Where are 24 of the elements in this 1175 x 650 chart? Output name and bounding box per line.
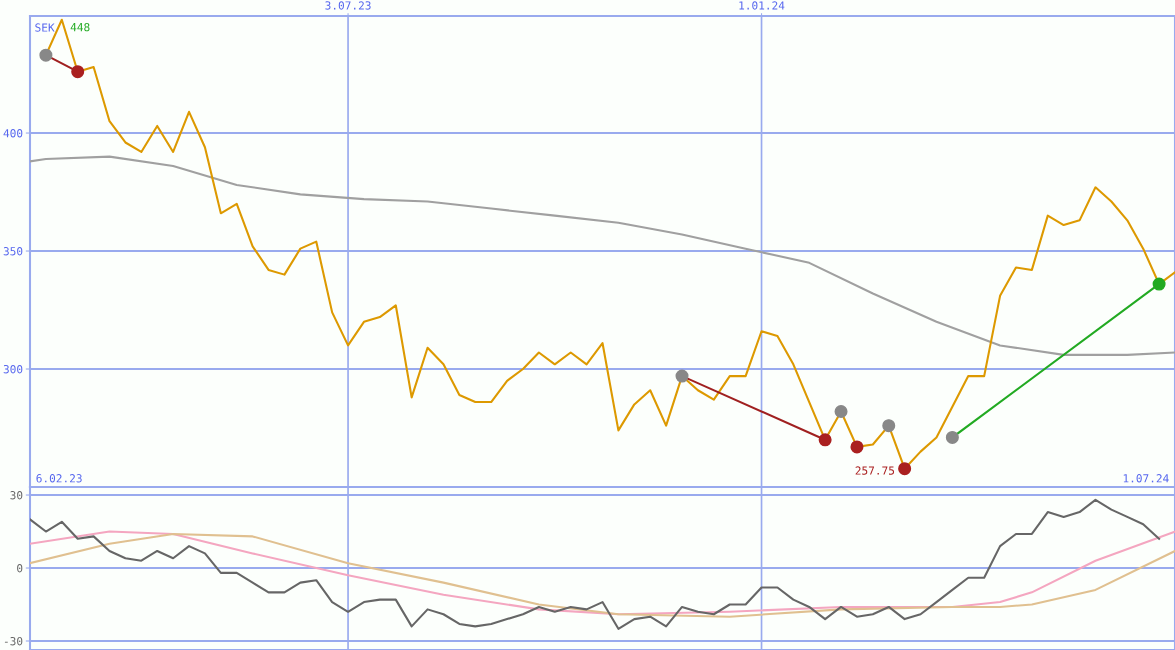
line-series [30, 498, 1161, 630]
annotation: 1.07.24 [1123, 474, 1169, 483]
y-tick-label: 30 [10, 491, 23, 500]
x-tick-label: 1.01.24 [739, 1, 785, 10]
point [850, 440, 864, 454]
point [1152, 277, 1166, 291]
annotation: 6.02.23 [36, 474, 82, 483]
point [39, 48, 53, 62]
y-tick-label: 400 [3, 129, 23, 138]
point [882, 419, 896, 433]
point [834, 404, 848, 418]
y-tick-label: 0 [17, 564, 23, 573]
point [675, 369, 689, 383]
annotation: 257.75 [855, 466, 895, 475]
annotation: 448 [70, 22, 90, 32]
y-tick-label: 300 [3, 365, 23, 374]
y-tick-label: 350 [3, 247, 23, 256]
y-tick-label: -30 [4, 637, 23, 646]
x-tick-label: 3.07.23 [325, 1, 371, 10]
point [71, 65, 85, 79]
point [898, 462, 912, 476]
point [945, 430, 959, 444]
point [818, 433, 832, 447]
y-axis-title: SEK [35, 23, 55, 32]
